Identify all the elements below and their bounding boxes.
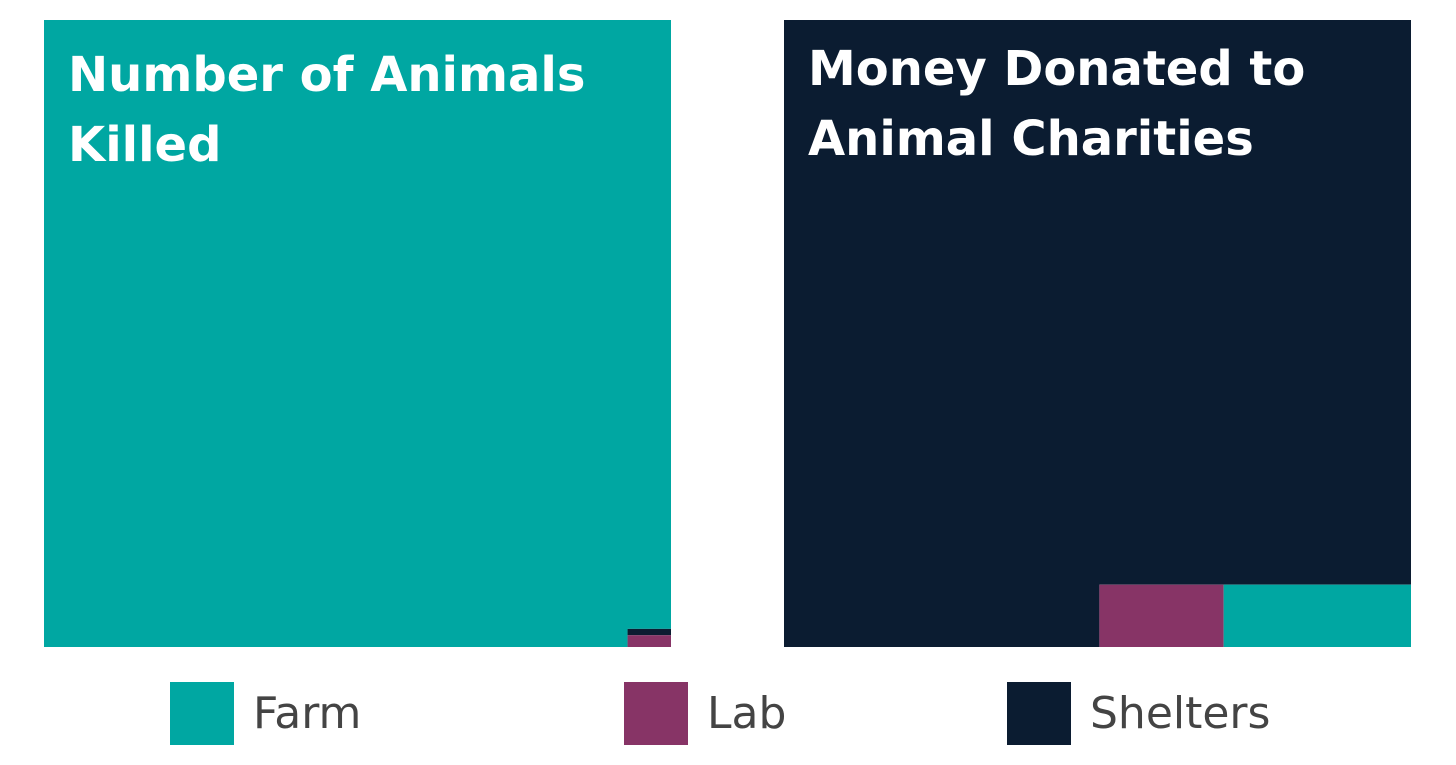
treemap-cell [784, 20, 1411, 647]
treemap-cell [627, 628, 671, 636]
treemap-cell [44, 20, 671, 647]
legend-swatch [170, 682, 234, 745]
treemap-cell [1099, 584, 1224, 647]
treemap-cell [627, 635, 671, 647]
chart-title: Money Donated to Animal Charities [808, 41, 1306, 167]
legend-label: Shelters [1090, 688, 1270, 739]
chart-title: Number of Animals Killed [68, 47, 586, 173]
legend-swatch [624, 682, 688, 745]
legend-swatch [1007, 682, 1071, 745]
treemap-cell [1223, 584, 1411, 647]
legend-label: Farm [253, 688, 361, 739]
legend-label: Lab [707, 688, 786, 739]
